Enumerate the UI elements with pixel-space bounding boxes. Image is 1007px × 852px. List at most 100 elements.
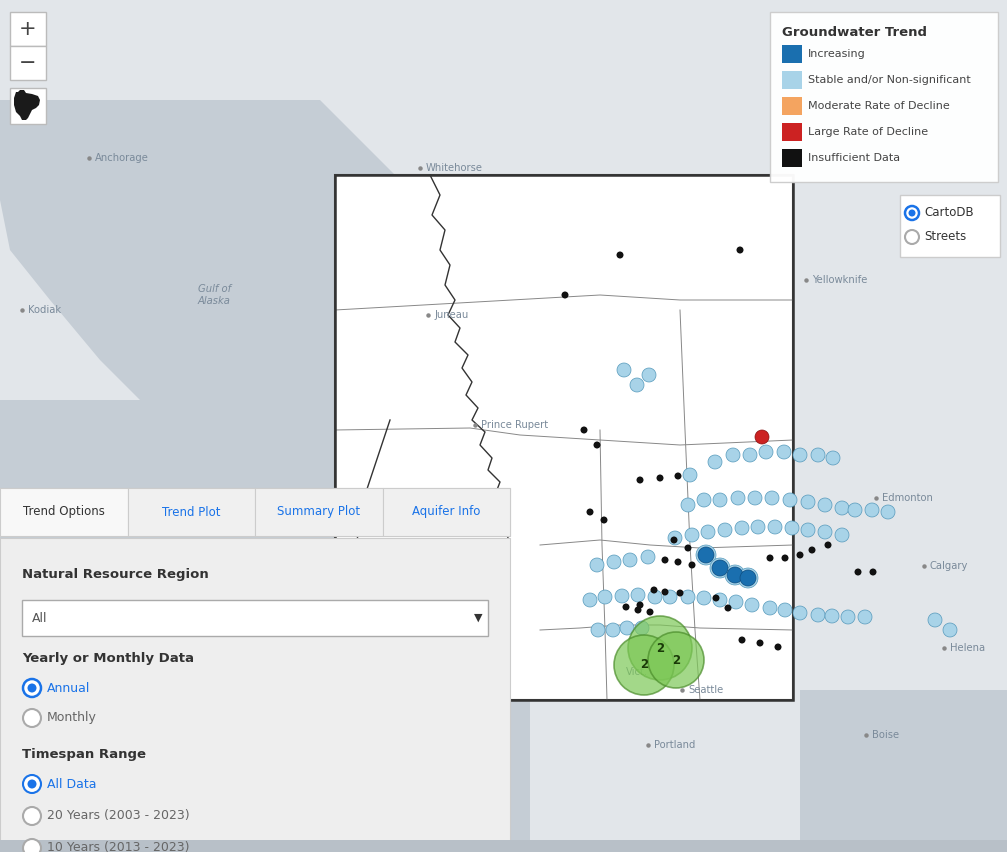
Circle shape: [763, 601, 777, 615]
Bar: [10, 88, 46, 124]
Text: 10 Years (2013 - 2023): 10 Years (2013 - 2023): [47, 842, 189, 852]
Circle shape: [765, 491, 779, 505]
Circle shape: [881, 505, 895, 519]
Bar: [900, 195, 1000, 257]
Circle shape: [616, 251, 623, 258]
Circle shape: [905, 206, 919, 220]
Circle shape: [825, 542, 832, 549]
Circle shape: [848, 503, 862, 517]
Bar: [10, 46, 46, 80]
Circle shape: [818, 498, 832, 512]
Circle shape: [630, 378, 644, 392]
Circle shape: [648, 632, 704, 688]
Circle shape: [696, 545, 716, 565]
Circle shape: [636, 476, 643, 483]
Circle shape: [835, 501, 849, 515]
Circle shape: [615, 589, 629, 603]
Circle shape: [648, 590, 662, 604]
Circle shape: [708, 455, 722, 469]
Text: 2: 2: [639, 659, 649, 671]
Text: Insufficient Data: Insufficient Data: [808, 153, 900, 163]
Circle shape: [651, 586, 658, 594]
Circle shape: [781, 555, 788, 561]
Circle shape: [662, 556, 669, 563]
Bar: [782, 97, 802, 115]
Circle shape: [614, 635, 674, 695]
Circle shape: [785, 521, 799, 535]
Text: Aquifer Info: Aquifer Info: [412, 505, 480, 519]
Circle shape: [617, 363, 631, 377]
Bar: [782, 149, 802, 167]
Circle shape: [718, 523, 732, 537]
Text: Yellowknife: Yellowknife: [812, 275, 867, 285]
Text: 20 Years (2003 - 2023): 20 Years (2003 - 2023): [47, 809, 189, 822]
Circle shape: [729, 595, 743, 609]
Polygon shape: [14, 90, 40, 120]
Text: Stable and/or Non-significant: Stable and/or Non-significant: [808, 75, 971, 85]
Text: 2: 2: [672, 653, 680, 666]
Bar: [0, 840, 1007, 852]
Circle shape: [622, 603, 629, 611]
Circle shape: [593, 441, 600, 448]
Text: ▼: ▼: [474, 613, 482, 623]
Text: All: All: [32, 612, 47, 625]
Circle shape: [685, 528, 699, 542]
Circle shape: [801, 523, 815, 537]
Bar: [0, 400, 530, 852]
Circle shape: [657, 475, 664, 481]
Circle shape: [675, 559, 682, 566]
Circle shape: [590, 558, 604, 572]
Circle shape: [634, 607, 641, 613]
Circle shape: [23, 839, 41, 852]
Circle shape: [642, 368, 656, 382]
Circle shape: [683, 468, 697, 482]
Circle shape: [710, 558, 730, 578]
Circle shape: [27, 780, 36, 788]
Circle shape: [855, 568, 862, 575]
Circle shape: [755, 430, 769, 444]
Circle shape: [783, 493, 797, 507]
Text: Gulf of
Alaska: Gulf of Alaska: [198, 285, 232, 306]
Text: Portland: Portland: [654, 740, 696, 750]
Circle shape: [606, 623, 620, 637]
Circle shape: [713, 493, 727, 507]
Bar: [0, 488, 128, 536]
Circle shape: [607, 555, 621, 569]
Circle shape: [600, 516, 607, 523]
Text: Streets: Streets: [924, 231, 967, 244]
Text: Juneau: Juneau: [434, 310, 468, 320]
Bar: [0, 488, 510, 536]
Circle shape: [713, 595, 719, 602]
Text: Annual: Annual: [47, 682, 91, 694]
Circle shape: [23, 709, 41, 727]
Text: Summary Plot: Summary Plot: [277, 505, 361, 519]
Circle shape: [663, 590, 677, 604]
Circle shape: [793, 448, 807, 462]
Circle shape: [801, 495, 815, 509]
Circle shape: [818, 525, 832, 539]
Circle shape: [620, 621, 634, 635]
Circle shape: [668, 531, 682, 545]
Circle shape: [745, 598, 759, 612]
Circle shape: [825, 609, 839, 623]
Circle shape: [681, 590, 695, 604]
Circle shape: [646, 608, 654, 615]
Circle shape: [740, 570, 756, 586]
Bar: [383, 488, 510, 536]
Circle shape: [731, 491, 745, 505]
Circle shape: [23, 807, 41, 825]
Text: Natural Resource Region: Natural Resource Region: [22, 568, 208, 581]
Circle shape: [701, 525, 715, 539]
Circle shape: [23, 679, 41, 697]
Circle shape: [623, 553, 637, 567]
Text: Groundwater Trend: Groundwater Trend: [782, 26, 927, 39]
Text: Large Rate of Decline: Large Rate of Decline: [808, 127, 928, 137]
Text: Trend Plot: Trend Plot: [162, 505, 221, 519]
Circle shape: [635, 621, 649, 635]
Circle shape: [811, 608, 825, 622]
Circle shape: [23, 775, 41, 793]
Circle shape: [768, 520, 782, 534]
Circle shape: [748, 491, 762, 505]
Circle shape: [756, 640, 763, 647]
Text: Trend Options: Trend Options: [23, 505, 105, 519]
